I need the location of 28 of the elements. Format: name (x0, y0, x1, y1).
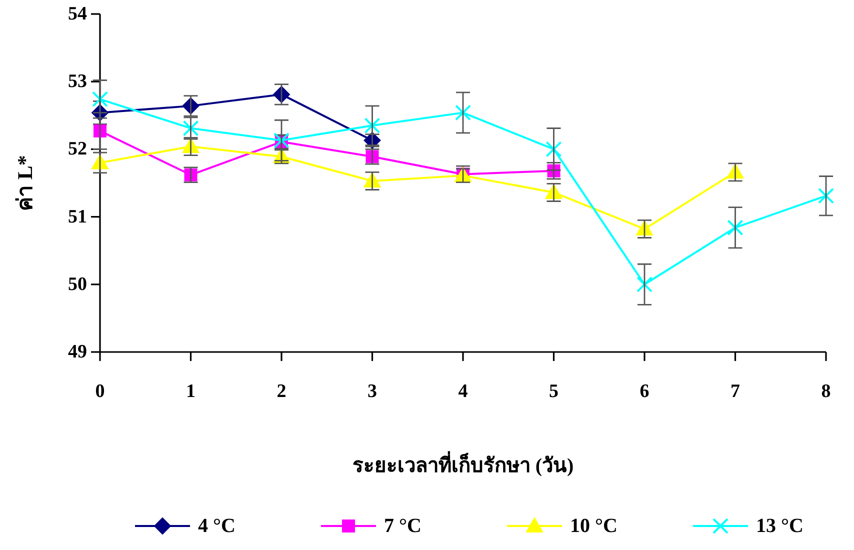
x-tick-label: 4 (458, 381, 468, 402)
x-tick-label: 7 (730, 381, 740, 402)
x-axis-title: ระยะเวลาที่เก็บรักษา (วัน) (352, 450, 574, 477)
legend-label: 4 °C (198, 515, 236, 537)
y-tick-label: 52 (68, 138, 87, 160)
x-tick-label: 2 (276, 381, 286, 402)
y-tick-label: 54 (68, 4, 88, 24)
x-tick-label: 3 (368, 381, 377, 402)
legend-label: 10 °C (570, 515, 618, 537)
y-tick-label: 50 (68, 274, 87, 295)
point (364, 118, 380, 134)
x-tick-label: 6 (640, 381, 650, 402)
y-tick-label: 53 (68, 71, 87, 92)
legend-label: 7 °C (384, 515, 422, 537)
point (636, 276, 652, 292)
point (727, 220, 744, 236)
point (182, 120, 199, 136)
point (818, 188, 834, 204)
point (455, 104, 471, 121)
legend-label: 13 °C (756, 515, 804, 537)
point (546, 141, 562, 158)
x-tick-label: 0 (95, 381, 105, 402)
x-tick-label: 8 (821, 381, 831, 402)
x-tick-label: 1 (186, 381, 196, 402)
x-tick-label: 5 (549, 381, 558, 402)
y-axis-title: ค่า L* (13, 155, 37, 211)
y-tick-label: 51 (68, 206, 87, 228)
y-tick-label: 49 (68, 342, 87, 362)
